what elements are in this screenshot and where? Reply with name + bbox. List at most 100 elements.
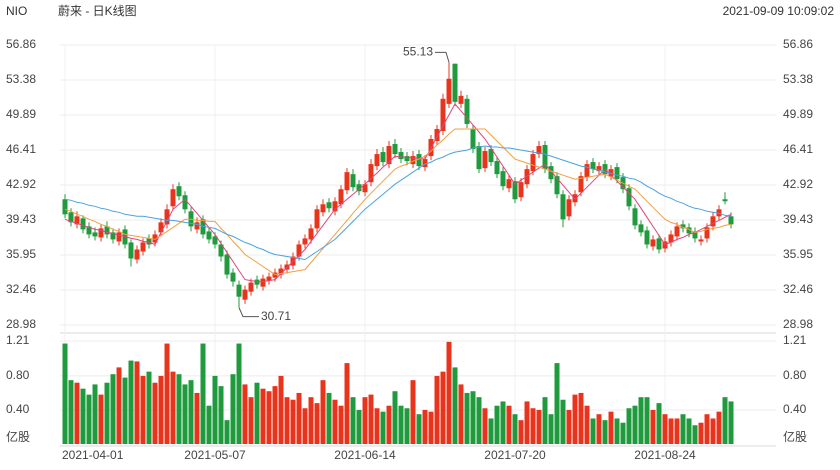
y-tick-label: 49.89 bbox=[6, 107, 36, 121]
volume-bar bbox=[302, 408, 308, 444]
candle-body bbox=[392, 144, 398, 155]
candle-body bbox=[110, 232, 116, 240]
volume-bar bbox=[626, 408, 632, 444]
candle-body bbox=[134, 249, 140, 260]
candle-body bbox=[572, 194, 578, 203]
volume-bar bbox=[440, 371, 446, 444]
candle-body bbox=[674, 226, 680, 237]
candle-body bbox=[242, 289, 248, 300]
volume-bar bbox=[446, 341, 452, 444]
candle-body bbox=[632, 208, 638, 226]
volume-bar bbox=[500, 401, 506, 444]
candle-body bbox=[350, 174, 356, 188]
candle-body bbox=[128, 242, 134, 259]
candle-body bbox=[410, 156, 416, 165]
volume-bar bbox=[416, 414, 422, 444]
volume-bar bbox=[728, 401, 734, 444]
candle-body bbox=[578, 176, 584, 193]
candle-body bbox=[80, 218, 86, 230]
volume-bar bbox=[260, 388, 266, 444]
volume-bar bbox=[266, 391, 272, 444]
y-tick-label: 0.80 bbox=[6, 368, 30, 382]
candle-body bbox=[230, 272, 236, 282]
volume-bar bbox=[224, 420, 230, 444]
volume-bar bbox=[140, 375, 146, 444]
volume-bar bbox=[698, 422, 704, 444]
candle-body bbox=[380, 152, 386, 163]
volume-bar bbox=[116, 367, 122, 444]
volume-bar bbox=[650, 409, 656, 444]
volume-bar bbox=[206, 405, 212, 444]
y-tick-label: 53.38 bbox=[6, 72, 36, 86]
volume-bar bbox=[524, 401, 530, 444]
x-tick-label: 2021-04-01 bbox=[62, 448, 124, 462]
candle-body bbox=[206, 231, 212, 240]
candle-body bbox=[680, 224, 686, 229]
volume-bar bbox=[512, 414, 518, 444]
candle-body bbox=[512, 181, 518, 200]
volume-bar bbox=[356, 409, 362, 444]
volume-bar bbox=[686, 418, 692, 444]
volume-bar bbox=[680, 414, 686, 444]
volume-bar bbox=[608, 411, 614, 444]
candle-body bbox=[326, 202, 332, 209]
min-annotation: 30.71 bbox=[261, 309, 291, 323]
candle-body bbox=[254, 279, 260, 285]
candle-body bbox=[536, 146, 542, 155]
candle-body bbox=[86, 226, 92, 235]
volume-bar bbox=[392, 391, 398, 444]
candle-body bbox=[668, 234, 674, 243]
volume-bar bbox=[296, 392, 302, 444]
candle-body bbox=[584, 164, 590, 178]
candle-body bbox=[452, 63, 458, 102]
candle-body bbox=[374, 154, 380, 167]
volume-bar bbox=[560, 399, 566, 444]
candle-body bbox=[494, 161, 500, 175]
candle-body bbox=[68, 212, 74, 223]
volume-bar bbox=[590, 418, 596, 444]
volume-bar bbox=[68, 380, 74, 444]
volume-bar bbox=[314, 403, 320, 444]
moving-average-line bbox=[64, 103, 732, 283]
volume-bar bbox=[404, 408, 410, 444]
volume-bar bbox=[158, 375, 164, 444]
volume-bar bbox=[374, 408, 380, 444]
volume-bar bbox=[170, 371, 176, 444]
y-tick-label: 0.80 bbox=[783, 368, 807, 382]
candle-body bbox=[482, 151, 488, 169]
candle-body bbox=[320, 204, 326, 213]
candle-body bbox=[626, 188, 632, 207]
candle-body bbox=[224, 254, 230, 275]
candle-body bbox=[476, 146, 482, 170]
volume-bar bbox=[710, 418, 716, 444]
volume-bar bbox=[188, 380, 194, 444]
candle-body bbox=[590, 162, 596, 170]
candle-body bbox=[542, 145, 548, 170]
volume-bar bbox=[452, 367, 458, 444]
candle-body bbox=[686, 227, 692, 234]
candle-body bbox=[500, 171, 506, 187]
moving-average-line bbox=[64, 145, 732, 261]
candle-body bbox=[722, 199, 728, 202]
symbol: NIO bbox=[6, 4, 27, 18]
volume-bar bbox=[722, 397, 728, 444]
volume-bar bbox=[422, 409, 428, 444]
candle-body bbox=[266, 276, 272, 281]
annotation-line bbox=[238, 307, 259, 318]
max-annotation: 55.13 bbox=[403, 45, 433, 59]
y-tick-label: 42.92 bbox=[6, 177, 36, 191]
candle-body bbox=[62, 199, 68, 215]
x-tick-label: 2021-08-24 bbox=[634, 448, 696, 462]
y-tick-label: 56.86 bbox=[6, 37, 36, 51]
candle-body bbox=[332, 201, 338, 212]
y-tick-label: 35.95 bbox=[783, 247, 813, 261]
volume-bar bbox=[434, 375, 440, 444]
x-tick-label: 2021-06-14 bbox=[334, 448, 396, 462]
candle-body bbox=[98, 228, 104, 238]
y-tick-label: 39.43 bbox=[6, 212, 36, 226]
volume-bar bbox=[470, 391, 476, 444]
volume-bar bbox=[578, 392, 584, 444]
volume-bar bbox=[566, 409, 572, 444]
y-tick-label: 42.92 bbox=[783, 177, 813, 191]
